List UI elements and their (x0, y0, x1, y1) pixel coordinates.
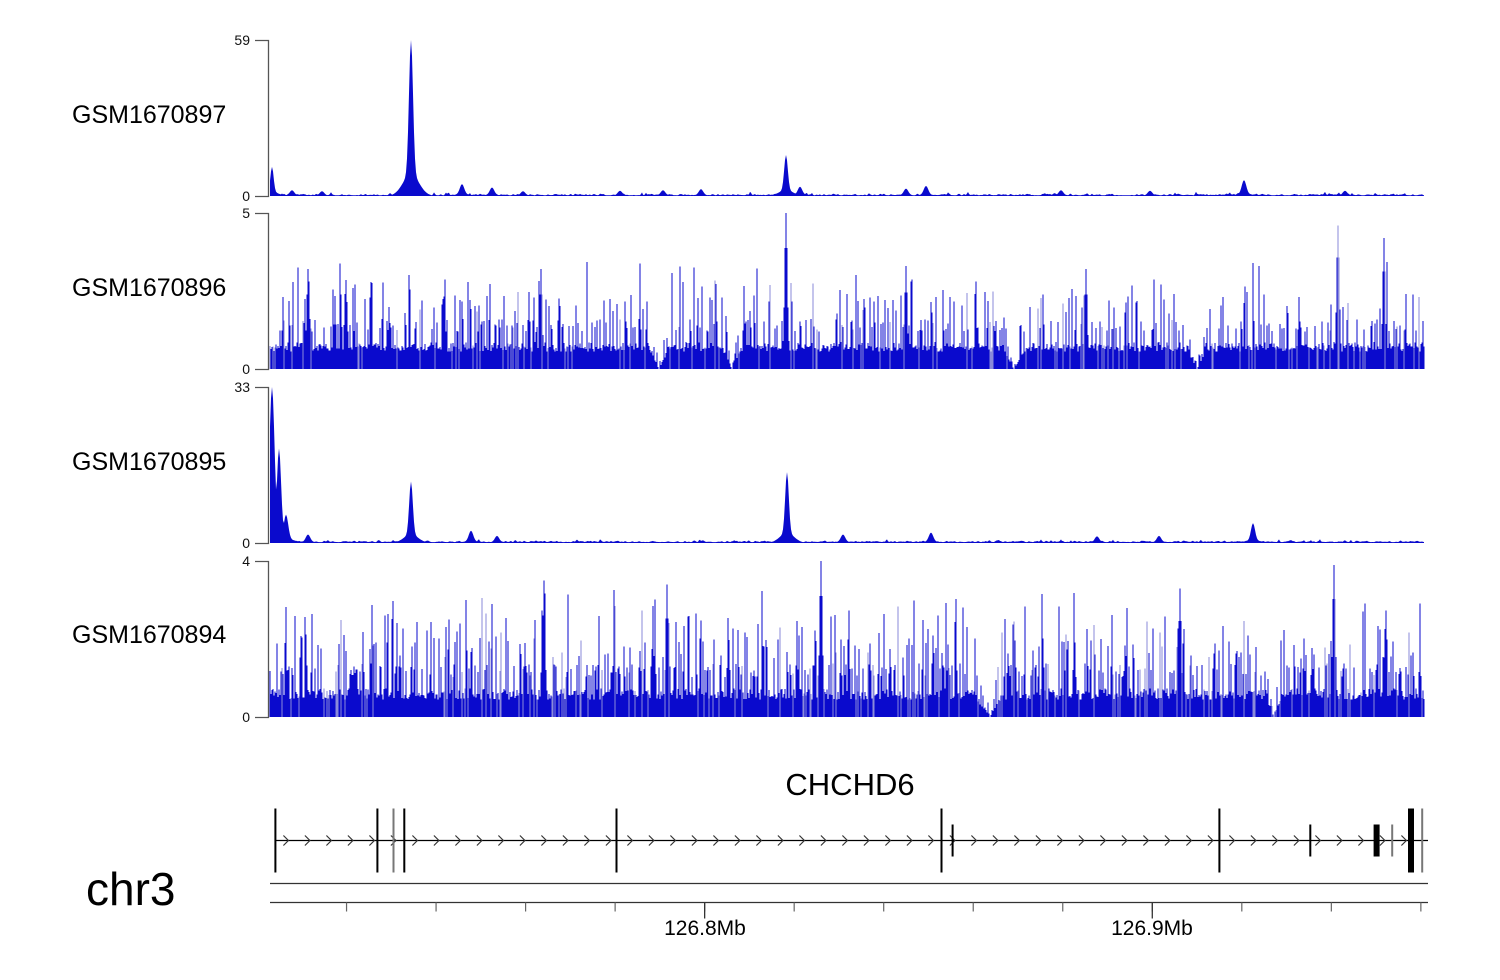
signal-track-GSM1670894 (255, 560, 1425, 719)
axis-tick-label: 126.8Mb (664, 917, 746, 940)
signal-area-GSM1670895 (270, 387, 1424, 543)
y-axis-max-label: 59 (234, 32, 250, 48)
y-axis-bracket (255, 39, 270, 198)
y-axis-max-label: 33 (234, 379, 250, 395)
exon-mark (1373, 824, 1380, 857)
track-label: GSM1670894 (72, 621, 227, 649)
y-axis-zero-label: 0 (242, 709, 250, 725)
y-axis-zero-label: 0 (242, 188, 250, 204)
exon-mark (274, 808, 277, 873)
y-axis-bracket (255, 560, 270, 719)
exon-mark (1218, 808, 1221, 873)
signal-spikes-GSM1670896 (270, 213, 1425, 369)
axis-tick-label: 126.9Mb (1111, 917, 1193, 940)
track-label: GSM1670895 (72, 448, 227, 476)
strand-direction-arrows (282, 835, 1408, 846)
gene-name-label: CHCHD6 (785, 767, 915, 802)
signal-spikes-GSM1670894 (269, 561, 1425, 717)
y-axis-zero-label: 0 (242, 361, 250, 377)
exon-mark (1408, 808, 1414, 873)
y-axis-max-label: 5 (242, 205, 250, 221)
y-axis-bracket (255, 212, 270, 371)
exon-mark (1421, 808, 1424, 873)
exon-mark (940, 808, 943, 873)
signal-area-GSM1670897 (270, 40, 1424, 196)
signal-track-GSM1670895 (255, 386, 1424, 545)
exon-mark (1309, 824, 1312, 857)
y-axis-zero-label: 0 (242, 535, 250, 551)
gene-model-CHCHD6 (274, 808, 1428, 873)
exon-mark (951, 824, 954, 857)
y-axis-bracket (255, 386, 270, 545)
chromosome-label: chr3 (86, 863, 176, 915)
track-label: GSM1670897 (72, 101, 227, 129)
exon-mark (1391, 824, 1394, 857)
signal-track-GSM1670897 (255, 39, 1424, 198)
y-axis-max-label: 4 (242, 553, 250, 569)
signal-track-GSM1670896 (255, 212, 1425, 371)
exon-mark (392, 808, 395, 873)
exon-mark (403, 808, 406, 873)
exon-mark (376, 808, 379, 873)
exon-mark (615, 808, 618, 873)
track-label: GSM1670896 (72, 274, 227, 302)
